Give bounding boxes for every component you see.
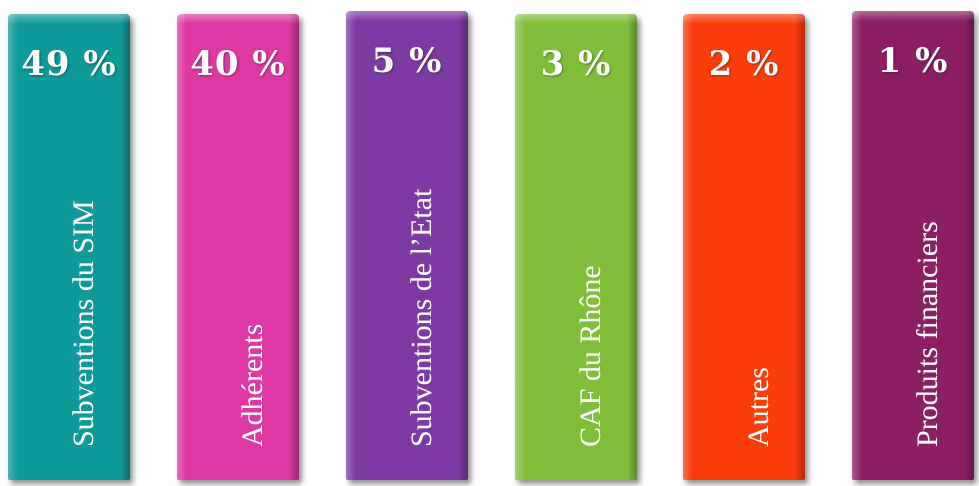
value-label: 3 %	[540, 44, 612, 84]
bar-2: 40 % Adhérents	[177, 14, 299, 480]
category-label: CAF du Rhône	[574, 265, 607, 447]
value-label: 2 %	[708, 44, 780, 84]
value-label: 1 %	[877, 41, 949, 81]
bar-4: 3 % CAF du Rhône	[515, 14, 637, 480]
value-label: 5 %	[371, 41, 443, 81]
bar-5: 2 % Autres	[683, 14, 805, 480]
category-label: Subventions du SIM	[67, 200, 100, 447]
bar-1: 49 % Subventions du SIM	[8, 14, 130, 480]
category-label: Autres	[742, 367, 775, 447]
value-label: 40 %	[190, 44, 286, 84]
bar-3: 5 % Subventions de l’Etat	[346, 11, 468, 480]
category-label: Subventions de l’Etat	[405, 188, 438, 447]
value-label: 49 %	[21, 44, 117, 84]
category-label: Adhérents	[236, 323, 269, 447]
category-label: Produits financiers	[911, 221, 944, 447]
bar-6: 1 % Produits financiers	[852, 11, 974, 480]
